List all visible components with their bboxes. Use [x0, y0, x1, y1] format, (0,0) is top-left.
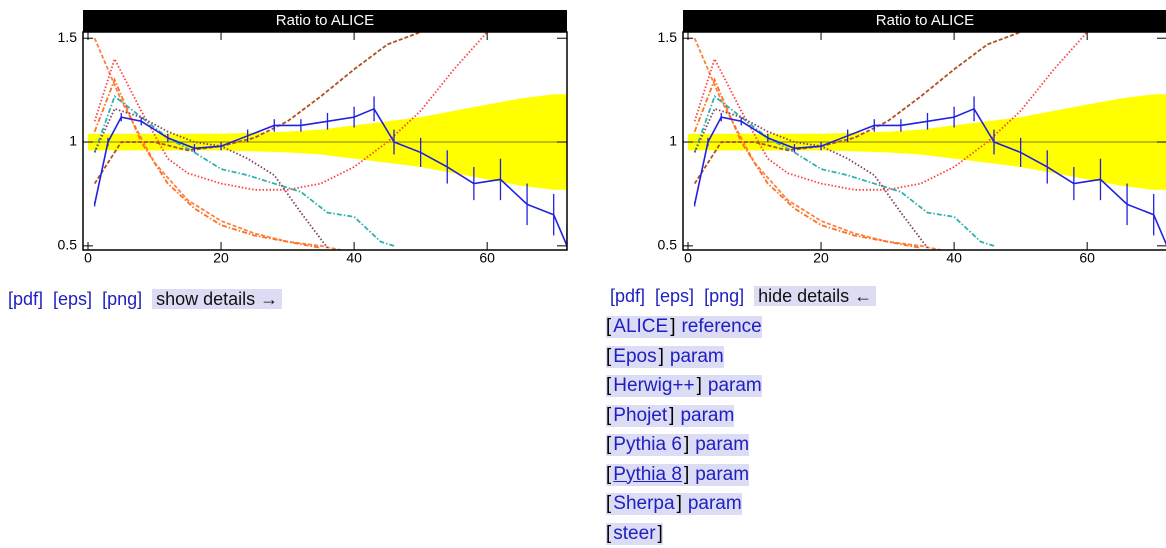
detail-link[interactable]: param	[680, 404, 735, 426]
x-tick-label: 0	[84, 250, 92, 266]
detail-link[interactable]: param	[707, 375, 762, 396]
details-toggle[interactable]: show details →	[152, 289, 283, 309]
detail-row: [Sherpa] param	[606, 493, 742, 515]
detail-link[interactable]: param	[669, 345, 724, 367]
detail-row: [ALICE] reference	[606, 316, 762, 338]
detail-link[interactable]: param	[695, 434, 750, 455]
plot-area	[83, 32, 567, 250]
x-tick-label: 40	[346, 250, 362, 266]
series-line	[93, 32, 421, 185]
detail-link[interactable]: param	[695, 463, 750, 485]
chart-title: Ratio to ALICE	[276, 12, 374, 29]
detail-name[interactable]: ALICE	[611, 316, 671, 337]
plot: Ratio to ALICE 0 20 40 60 0.5 1 1.5	[58, 10, 568, 266]
series-line	[93, 77, 322, 249]
bracket: ]	[670, 316, 676, 337]
x-tick-label: 60	[479, 250, 495, 266]
x-tick-label: 0	[684, 250, 692, 266]
series-line	[93, 94, 395, 247]
y-tick-label: 1	[69, 133, 77, 149]
format-link[interactable]: [png]	[102, 289, 143, 309]
plot: Ratio to ALICE 0 20 40 60 0.5 1 1.5	[658, 10, 1166, 266]
format-link[interactable]: [eps]	[655, 286, 695, 306]
x-tick-label: 20	[813, 250, 829, 266]
detail-name[interactable]: Epos	[611, 345, 659, 367]
detail-row: [Pythia 8] param	[606, 463, 750, 486]
chart-title: Ratio to ALICE	[876, 12, 974, 29]
details-toggle[interactable]: hide details ←	[754, 286, 877, 306]
bracket: [	[606, 493, 612, 514]
y-tick-label: 0.5	[58, 237, 78, 253]
right-links: [pdf] [eps] [png] hide details ←	[610, 286, 877, 307]
bracket: ]	[658, 345, 664, 367]
bracket: [	[606, 463, 612, 485]
detail-name[interactable]: steer	[611, 522, 658, 544]
detail-name[interactable]: Herwig++	[611, 375, 697, 396]
format-link[interactable]: [eps]	[53, 289, 93, 309]
y-tick-label: 1	[669, 133, 677, 149]
series-line	[93, 32, 488, 191]
series-line	[693, 94, 995, 247]
series-line	[693, 37, 941, 250]
format-link[interactable]: [png]	[704, 286, 745, 306]
detail-name[interactable]: Sherpa	[611, 493, 677, 514]
bracket: [	[606, 522, 612, 544]
left-links: [pdf] [eps] [png] show details →	[8, 289, 283, 310]
title-bar	[683, 10, 1166, 32]
y-tick-label: 0.5	[658, 237, 678, 253]
title-bar	[83, 10, 567, 32]
detail-name[interactable]: Pythia 8	[611, 463, 684, 485]
bracket: ]	[676, 493, 682, 514]
detail-row: [Phojet] param	[606, 404, 735, 427]
x-tick-label: 40	[946, 250, 962, 266]
series-line	[93, 107, 329, 249]
detail-row: [steer]	[606, 522, 663, 545]
y-tick-label: 1.5	[58, 29, 78, 45]
series-line	[693, 77, 922, 249]
bracket: ]	[683, 463, 690, 485]
series-line	[693, 107, 929, 249]
detail-row: [Epos] param	[606, 345, 724, 368]
frame	[82, 31, 568, 251]
bracket: ]	[657, 522, 663, 544]
detail-link[interactable]: reference	[681, 316, 762, 337]
detail-name[interactable]: Pythia 6	[611, 434, 684, 455]
series-line	[93, 37, 341, 250]
bracket: [	[606, 434, 612, 455]
x-tick-label: 60	[1079, 250, 1095, 266]
format-link[interactable]: [pdf]	[610, 286, 646, 306]
bracket: [	[606, 375, 612, 396]
plot-area	[683, 32, 1166, 250]
format-link[interactable]: [pdf]	[8, 289, 44, 309]
detail-row: [Herwig++] param	[606, 375, 762, 397]
bracket: ]	[696, 375, 702, 396]
detail-name[interactable]: Phojet	[611, 404, 670, 426]
bracket: [	[606, 404, 612, 426]
x-tick-label: 20	[213, 250, 229, 266]
detail-link[interactable]: param	[687, 493, 742, 514]
bracket: [	[606, 345, 612, 367]
frame	[682, 31, 1166, 251]
bracket: ]	[669, 404, 675, 426]
series-line	[693, 32, 1088, 191]
series-line	[693, 32, 1021, 185]
detail-row: [Pythia 6] param	[606, 434, 750, 456]
bracket: ]	[683, 434, 690, 455]
bracket: [	[606, 316, 612, 337]
y-tick-label: 1.5	[658, 29, 678, 45]
